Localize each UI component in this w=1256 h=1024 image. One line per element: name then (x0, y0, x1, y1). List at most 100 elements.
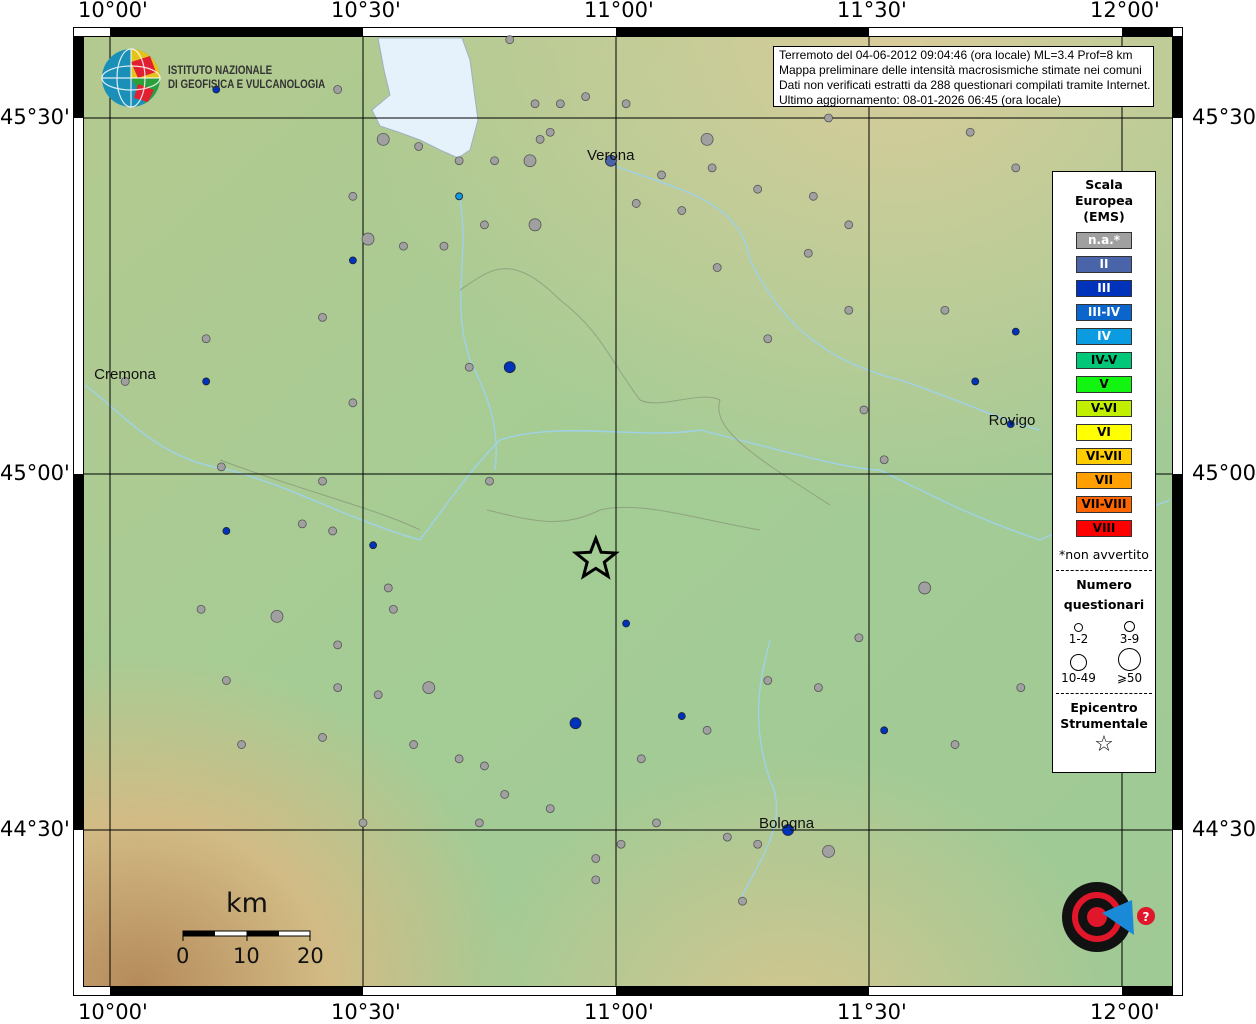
legend-epicenter-title-1: Epicentro (1070, 700, 1138, 715)
intensity-point-na (376, 132, 390, 146)
legend-count-title-1: Numero (1076, 577, 1132, 592)
intensity-point-na (500, 790, 510, 799)
intensity-point-na (439, 241, 449, 251)
intensity-point-na (545, 804, 555, 814)
intensity-point-na (399, 241, 408, 251)
intensity-point-na (738, 896, 747, 906)
intensity-point-III (971, 377, 980, 386)
intensity-point-na (636, 754, 646, 764)
intensity-point-na (297, 519, 307, 529)
city-label-rovigo: Rovigo (988, 412, 1036, 430)
intensity-point-na (388, 604, 398, 614)
lat-label-left: 45°30' (0, 105, 70, 129)
intensity-point-na (454, 754, 464, 764)
intensity-point-na (535, 134, 545, 144)
intensity-point-na (221, 676, 231, 685)
intensity-point-III (1006, 420, 1015, 429)
intensity-point-na (581, 92, 591, 102)
legend-swatch-VIII: VIII (1076, 520, 1132, 537)
intensity-point-na (763, 676, 773, 685)
lat-label-left: 44°30' (0, 817, 70, 841)
intensity-point-III (348, 256, 357, 265)
intensity-point-na (722, 832, 732, 842)
scale-bar (182, 930, 311, 941)
intensity-point-na (555, 99, 565, 109)
size-label: 1-2 (1068, 632, 1089, 646)
intensity-point-na (950, 740, 960, 749)
intensity-point-na (333, 85, 343, 94)
lake-garda (371, 37, 479, 159)
intensity-point-na (318, 733, 327, 742)
intensity-point-na (485, 476, 494, 486)
legend-swatch-VI-VII: VI-VII (1076, 448, 1132, 465)
scale-unit: km (226, 888, 268, 919)
intensity-point-na (1011, 163, 1021, 173)
legend-swatch-IV: IV (1076, 328, 1132, 345)
intensity-point-na (383, 583, 393, 593)
intensity-point-na (803, 248, 813, 258)
intensity-point-na (328, 526, 338, 536)
intensity-point-na (940, 305, 950, 315)
intensity-point-na (707, 163, 717, 173)
intensity-point-na (505, 35, 515, 45)
intensity-point-III (622, 619, 631, 628)
intensity-point-na (454, 156, 464, 166)
svg-text:?: ? (1143, 910, 1150, 924)
intensity-point-na (700, 132, 714, 146)
intensity-point-na (270, 610, 284, 623)
legend-swatch-V-VI: V-VI (1076, 400, 1132, 417)
intensity-point-na (237, 740, 246, 749)
epicenter-star-icon (571, 534, 620, 580)
intensity-point-III (369, 541, 378, 550)
legend: Scala Europea (EMS) n.a.* II III III-IV IV IV… (1052, 171, 1156, 773)
intensity-point-na (854, 633, 864, 643)
intensity-point-na (824, 113, 833, 123)
intensity-point-na (464, 362, 474, 372)
scale-tick-0: 0 (176, 944, 190, 968)
intensity-point-na (480, 761, 489, 771)
ingv-logo-text: ISTITUTO NAZIONALE DI GEOFISICA E VULCAN… (168, 64, 325, 92)
intensity-point-na (480, 220, 489, 230)
intensity-point-na (844, 220, 854, 230)
intensity-point-na (753, 839, 763, 849)
intensity-point-na (358, 818, 368, 828)
intensity-point-na (201, 334, 211, 344)
intensity-point-na (591, 854, 601, 863)
intensity-point-III (503, 361, 516, 374)
intensity-point-na (808, 191, 818, 201)
lon-label-top: 11°00' (584, 0, 654, 22)
legend-swatch-II: II (1076, 256, 1132, 273)
intensity-point-na (490, 156, 499, 166)
star-icon: ☆ (1094, 732, 1114, 757)
legend-swatch-VII-VIII: VII-VIII (1076, 496, 1132, 513)
legend-swatch-VII: VII (1076, 472, 1132, 489)
intensity-point-III (782, 824, 794, 836)
intensity-point-III (677, 712, 686, 720)
size-label: 10-49 (1061, 671, 1096, 685)
ingv-line1: ISTITUTO NAZIONALE (168, 65, 273, 77)
intensity-point-na (879, 455, 889, 465)
size-label: 3-9 (1119, 632, 1140, 646)
intensity-point-na (333, 640, 343, 650)
legend-title-3: (EMS) (1083, 209, 1125, 224)
lat-label-right: 44°30' (1192, 817, 1256, 841)
lon-label-bottom: 11°30' (837, 1000, 907, 1024)
intensity-point-na (196, 604, 206, 614)
intensity-point-na (530, 99, 540, 109)
lon-label-bottom: 12°00' (1090, 1000, 1160, 1024)
legend-epicenter-title-2: Strumentale (1060, 716, 1148, 731)
legend-swatch-III: III (1076, 280, 1132, 297)
ingv-line2: DI GEOFISICA E VULCANOLOGIA (168, 79, 326, 91)
intensity-point-na (361, 232, 375, 246)
rivers (84, 164, 1171, 901)
intensity-point-na (409, 740, 419, 749)
intensity-point-na (333, 683, 343, 692)
intensity-point-na (528, 218, 542, 232)
intensity-point-na (474, 818, 484, 828)
intensity-point-na (712, 263, 722, 272)
epicenter-star (571, 534, 620, 580)
intensity-point-III (202, 377, 211, 386)
lon-label-bottom: 10°30' (331, 1000, 401, 1024)
intensity-point-na (318, 476, 327, 486)
intensity-point-na (621, 99, 631, 109)
